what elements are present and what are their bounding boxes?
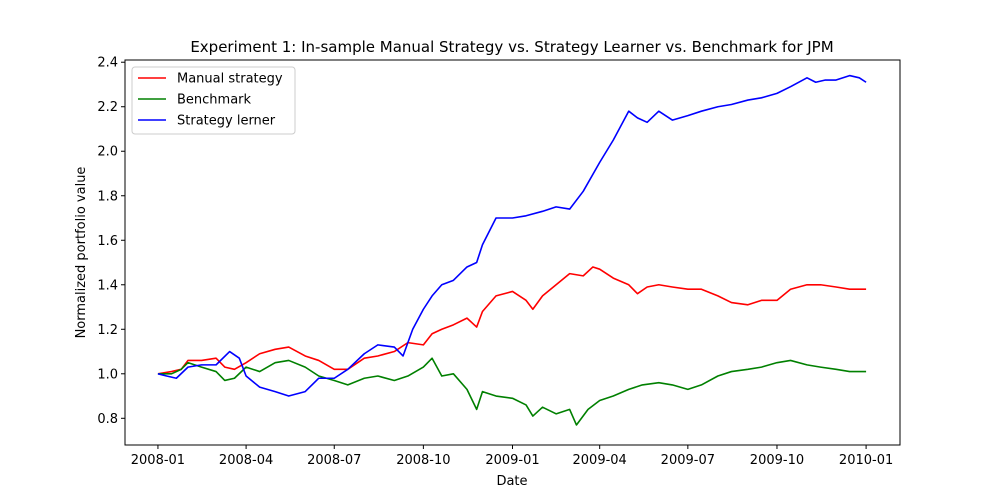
y-tick-label: 1.0 — [97, 367, 118, 382]
chart-title: Experiment 1: In-sample Manual Strategy … — [190, 38, 833, 56]
legend-box — [131, 66, 296, 135]
x-tick-label: 2008-07 — [307, 453, 361, 468]
series-line-benchmark — [157, 357, 867, 426]
y-tick-label: 1.8 — [97, 189, 118, 204]
y-tick-label: 0.8 — [97, 412, 118, 427]
x-tick-label: 2009-10 — [750, 453, 804, 468]
x-tick-label: 2008-04 — [219, 453, 273, 468]
x-tick-label: 2008-01 — [131, 453, 185, 468]
x-tick-label: 2009-07 — [661, 453, 715, 468]
x-tick-label: 2009-04 — [573, 453, 627, 468]
y-tick-label: 1.6 — [97, 234, 118, 249]
x-axis-label: Date — [496, 474, 527, 489]
y-tick-label: 2.2 — [97, 100, 118, 115]
y-tick-label: 2.4 — [97, 56, 118, 71]
x-tick-label: 2009-01 — [485, 453, 539, 468]
y-axis-label: Normalized portfolio value — [74, 167, 89, 339]
legend-label: Benchmark — [177, 93, 252, 108]
legend: Manual strategy Benchmark Strategy lerner — [131, 66, 296, 135]
series-line-strategy-lerner — [157, 74, 867, 397]
x-tick-label: 2010-01 — [839, 453, 893, 468]
legend-label: Strategy lerner — [177, 114, 276, 129]
y-tick-label: 1.2 — [97, 323, 118, 338]
x-axis: 2008-01 2008-04 2008-07 2008-10 2009-01 2009-… — [131, 445, 893, 468]
legend-label: Manual strategy — [177, 72, 283, 87]
series-layer — [157, 74, 867, 426]
x-tick-label: 2008-10 — [396, 453, 450, 468]
series-line-manual-strategy — [157, 266, 867, 375]
y-tick-label: 1.4 — [97, 278, 118, 293]
y-axis: 0.8 1.0 1.2 1.4 1.6 1.8 2.0 2.2 2.4 — [97, 56, 125, 427]
y-tick-label: 2.0 — [97, 145, 118, 160]
